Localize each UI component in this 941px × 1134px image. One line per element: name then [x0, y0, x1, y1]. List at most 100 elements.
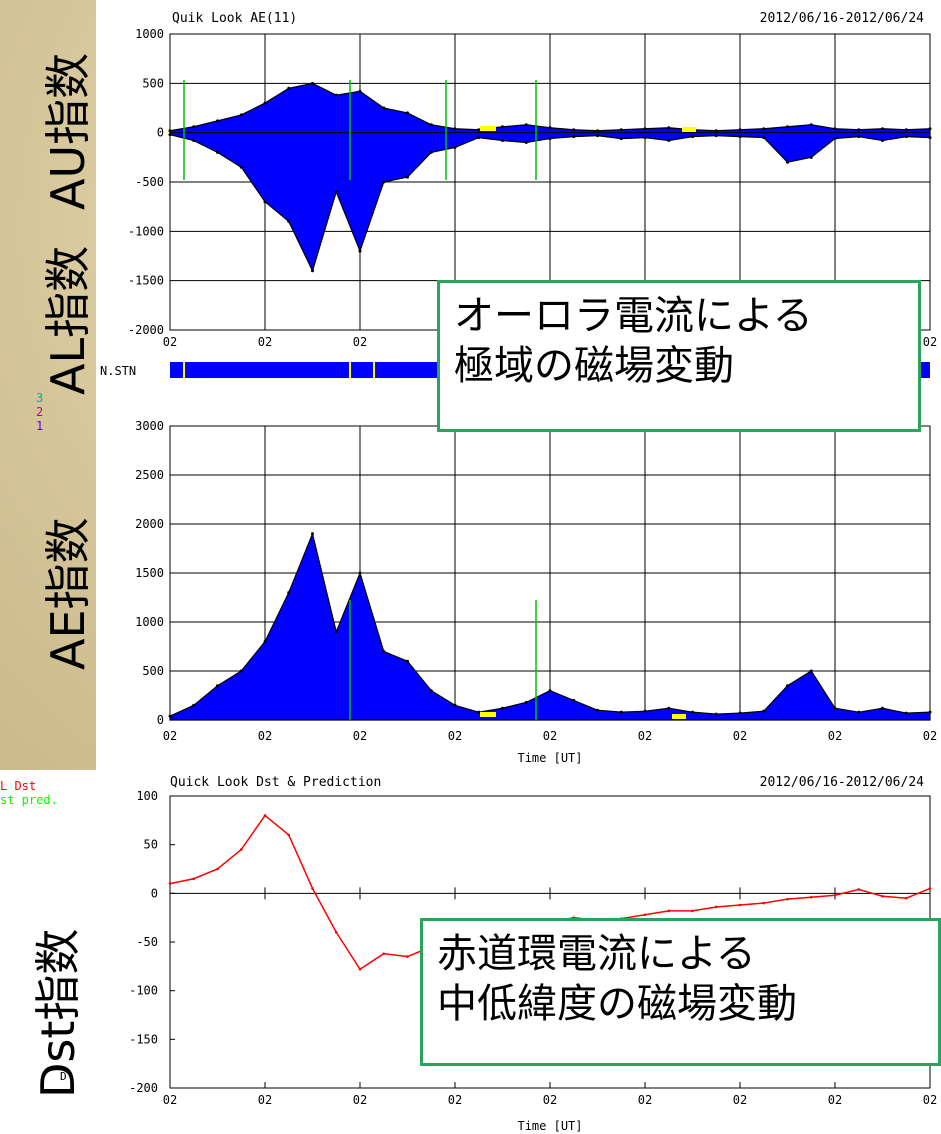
ae-point: [572, 698, 576, 702]
au-point: [501, 125, 504, 129]
au-point: [904, 128, 908, 132]
ae-point: [477, 710, 481, 714]
dst-ytick-label: -200: [129, 1081, 158, 1095]
ae-point: [833, 706, 837, 710]
al-point: [619, 137, 623, 141]
au-point: [477, 128, 481, 132]
dst-ytick-label: -150: [129, 1032, 158, 1046]
au-point: [572, 128, 576, 132]
al-point: [263, 200, 267, 204]
au-al-xtick-label: 02: [923, 335, 937, 349]
ae-point: [928, 710, 932, 714]
ae-xtick-label: 02: [258, 729, 272, 743]
ae-ytick-label: 2500: [135, 468, 164, 482]
au-al-ytick-label: -1500: [128, 274, 164, 288]
stn-digit: 3: [36, 391, 43, 405]
dst-point: [904, 896, 908, 900]
dst-point: [738, 903, 742, 907]
au-index-label: AU指数: [41, 52, 95, 210]
ae-xtick-label: 02: [543, 729, 557, 743]
ae-ytick-label: 0: [157, 713, 164, 727]
dst-point: [833, 893, 837, 897]
ae-point: [358, 571, 362, 575]
dst-index-label: Dst指数: [31, 928, 85, 1098]
au-point: [239, 113, 243, 117]
au-al-xtick-label: 02: [353, 335, 367, 349]
al-point: [168, 133, 172, 137]
au-point: [216, 119, 219, 123]
ae-gap-marker: [480, 712, 496, 717]
ring-callout-line-1: 赤道環電流による: [437, 931, 756, 977]
ae-point: [714, 712, 718, 716]
dst-point: [358, 967, 362, 971]
ae-xtick-label: 02: [353, 729, 367, 743]
al-point: [667, 139, 671, 143]
al-point: [311, 269, 314, 273]
dst-point: [928, 887, 932, 890]
ae-xlabel: Time [UT]: [517, 751, 582, 765]
ae-point: [287, 591, 291, 595]
al-point: [548, 137, 552, 141]
ae-point: [192, 703, 196, 707]
dst-point: [809, 895, 813, 899]
au-point: [738, 128, 742, 132]
auroral-callout: オーロラ電流による 極域の磁場変動: [437, 280, 921, 432]
au-point: [667, 126, 671, 130]
al-point: [833, 137, 837, 141]
ae-point: [216, 684, 219, 688]
auroral-callout-line-1: オーロラ電流による: [454, 293, 813, 339]
dst-point: [643, 913, 647, 917]
au-point: [786, 125, 789, 129]
al-point: [501, 139, 504, 143]
ae-xtick-label: 02: [163, 729, 177, 743]
al-point: [192, 139, 196, 143]
au-point: [287, 86, 291, 90]
al-point: [429, 150, 433, 154]
dst-ytick-label: 50: [144, 838, 158, 852]
au-point: [358, 89, 362, 93]
au-al-xtick-label: 02: [258, 335, 272, 349]
al-point: [477, 136, 481, 140]
dst-xtick-label: 02: [353, 1093, 367, 1107]
dst-point: [263, 814, 267, 817]
dst-ytick-label: -100: [129, 984, 158, 998]
ae-point: [881, 706, 884, 710]
au-point: [833, 127, 837, 131]
ae-xtick-label: 02: [923, 729, 937, 743]
ae-ytick-label: 2000: [135, 517, 164, 531]
al-point: [524, 141, 528, 145]
ae-xtick-label: 02: [638, 729, 652, 743]
ae-point: [738, 711, 742, 715]
au-point: [168, 129, 172, 133]
dst-ytick-label: -50: [136, 935, 158, 949]
ae-point: [857, 710, 861, 714]
au-point: [928, 127, 932, 131]
al-point: [572, 135, 576, 139]
au-point: [548, 126, 552, 130]
ae-gap-marker: [672, 714, 686, 719]
ae-point: [168, 714, 172, 718]
au-al-ytick-label: 1000: [135, 27, 164, 41]
ring-current-callout: 赤道環電流による 中低緯度の磁場変動: [420, 918, 941, 1066]
au-al-ytick-label: 500: [142, 76, 164, 90]
ae-point: [311, 532, 314, 536]
au-point: [311, 81, 314, 85]
al-point: [714, 134, 718, 138]
ae-point: [406, 659, 409, 663]
dst-point: [786, 897, 789, 901]
ae-point: [263, 640, 267, 644]
ae-point: [548, 689, 552, 693]
ae-ytick-label: 1500: [135, 566, 164, 580]
dst-point: [287, 833, 291, 837]
al-point: [406, 175, 409, 179]
au-point: [714, 129, 718, 133]
ae-point: [809, 669, 813, 673]
dst-ytick-label: 0: [151, 886, 158, 900]
au-al-ytick-label: 0: [157, 126, 164, 140]
ae-chart-title: Quik Look AE(11): [172, 11, 297, 26]
al-point: [453, 145, 457, 149]
ae-point: [429, 689, 433, 693]
au-point: [334, 93, 338, 97]
dst-point: [216, 867, 219, 871]
au-point: [263, 101, 267, 105]
